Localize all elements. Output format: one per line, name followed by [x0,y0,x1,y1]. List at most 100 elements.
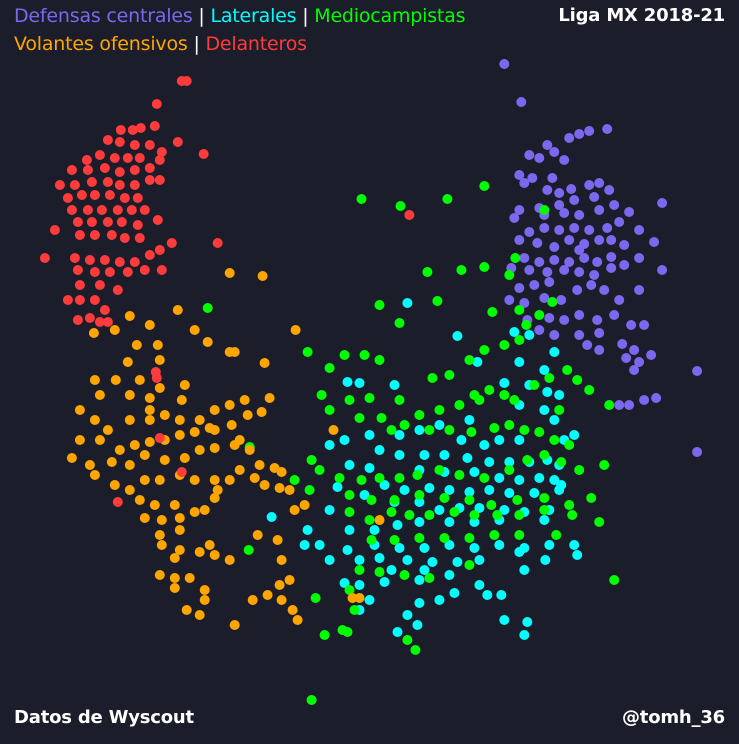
point-am [109,480,120,490]
point-lat [414,425,425,435]
point-cb [569,223,580,233]
point-fw [104,190,115,200]
point-mid [529,380,540,390]
point-am [89,375,100,385]
point-mid [319,630,330,640]
source-credit: Datos de Wyscout [14,707,194,728]
point-fw [49,225,60,235]
point-cb [554,188,565,198]
point-am [124,485,135,495]
point-mid [442,194,453,204]
point-cb [572,285,583,295]
point-mid [366,535,377,545]
point-cb [559,265,570,275]
point-am [284,575,295,585]
point-fw [129,140,140,150]
point-lat [529,488,540,498]
point-lat [434,505,445,515]
point-lat [364,595,375,605]
point-am [106,457,117,467]
point-mid [302,347,313,357]
point-cb [499,59,510,69]
point-am [328,425,339,435]
point-am [249,473,260,483]
point-mid [354,413,365,423]
point-fw [112,205,123,215]
point-mid [586,493,597,503]
point-cb [554,200,565,210]
point-mid [342,627,353,637]
point-mid [386,507,397,517]
point-am [174,525,185,535]
point-mid [344,507,355,517]
point-lat [402,610,413,620]
point-am [204,423,215,433]
point-mid [439,533,450,543]
point-fw [109,153,120,163]
point-mid [304,485,315,495]
point-am [224,268,235,278]
point-am [209,475,220,485]
point-am [149,500,160,510]
point-cb [634,253,645,263]
point-am [134,495,145,505]
point-lat [354,580,365,590]
point-lat [359,490,370,500]
point-cb [639,320,650,330]
point-cb [542,185,553,195]
point-lat [514,475,525,485]
point-lat [556,480,567,490]
point-mid [474,395,485,405]
point-cb [621,353,632,363]
point-mid [334,473,345,483]
point-am [209,443,220,453]
point-am [212,485,223,495]
point-cb [614,217,625,227]
point-lat [539,515,550,525]
point-lat [474,580,485,590]
point-mid [464,495,475,505]
point-mid [547,297,558,307]
point-mid [534,310,545,320]
point-fw [104,267,115,277]
point-am [234,465,245,475]
point-am [181,605,192,615]
point-am [169,573,180,583]
point-am [139,513,150,523]
point-mid [539,493,550,503]
point-lat [462,453,473,463]
point-am [224,400,235,410]
point-mid [466,427,477,437]
point-cb [519,178,530,188]
point-fw [94,317,105,327]
point-am [194,445,205,455]
point-fw [94,150,105,160]
point-cb [524,265,535,275]
point-cb [599,285,610,295]
point-lat [524,330,535,340]
point-fw [106,230,117,240]
point-lat [392,520,403,530]
point-cb [559,208,570,218]
point-fw [66,165,77,175]
point-lat [427,557,438,567]
point-cb [629,365,640,375]
point-lat [339,435,350,445]
point-mid [551,530,562,540]
point-lat [419,543,430,553]
point-am [124,311,135,321]
point-am [154,570,165,580]
point-cb [614,295,625,305]
point-cb [524,227,535,237]
point-lat [484,485,495,495]
legend-line-2: Volantes ofensivos | Delanteros [14,33,307,55]
point-cb [606,235,617,245]
point-mid [414,533,425,543]
point-mid [444,370,455,380]
point-lat [424,483,435,493]
point-mid [386,425,397,435]
point-fw [72,217,83,227]
point-mid [556,457,567,467]
point-mid [510,253,521,263]
point-lat [494,540,505,550]
